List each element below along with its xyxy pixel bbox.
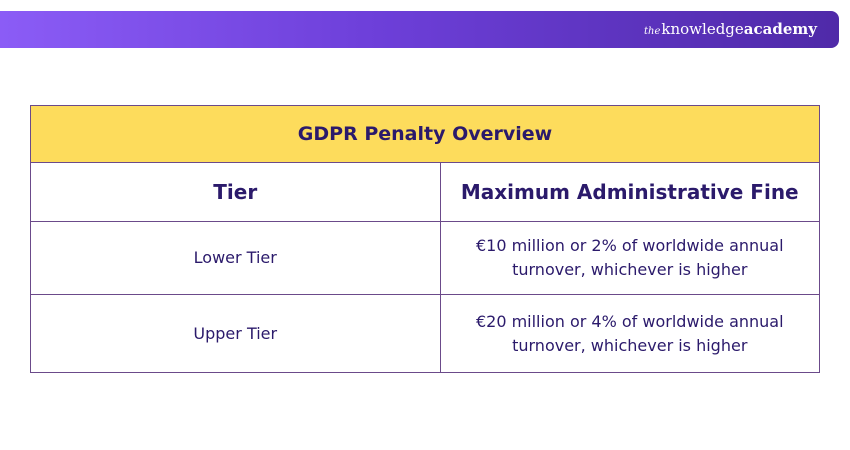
brand-name-light: knowledge (661, 20, 744, 38)
table-title: GDPR Penalty Overview (30, 105, 820, 163)
table-header-row: Tier Maximum Administrative Fine (30, 162, 820, 222)
table-row: Upper Tier €20 million or 4% of worldwid… (30, 294, 820, 373)
cell-fine: €10 million or 2% of worldwide annual tu… (439, 221, 820, 295)
brand-name-bold: academy (743, 20, 817, 38)
cell-fine: €20 million or 4% of worldwide annual tu… (439, 294, 820, 373)
top-banner: theknowledgeacademy (0, 11, 839, 48)
cell-tier: Lower Tier (30, 221, 441, 295)
table-row: Lower Tier €10 million or 2% of worldwid… (30, 221, 820, 295)
header-tier: Tier (30, 162, 441, 222)
table-title-row: GDPR Penalty Overview (30, 105, 820, 163)
gdpr-penalty-table: GDPR Penalty Overview Tier Maximum Admin… (30, 105, 820, 373)
brand-logo[interactable]: theknowledgeacademy (644, 19, 817, 42)
cell-tier: Upper Tier (30, 294, 441, 373)
brand-prefix: the (644, 26, 661, 37)
header-maximum-fine: Maximum Administrative Fine (439, 162, 820, 222)
